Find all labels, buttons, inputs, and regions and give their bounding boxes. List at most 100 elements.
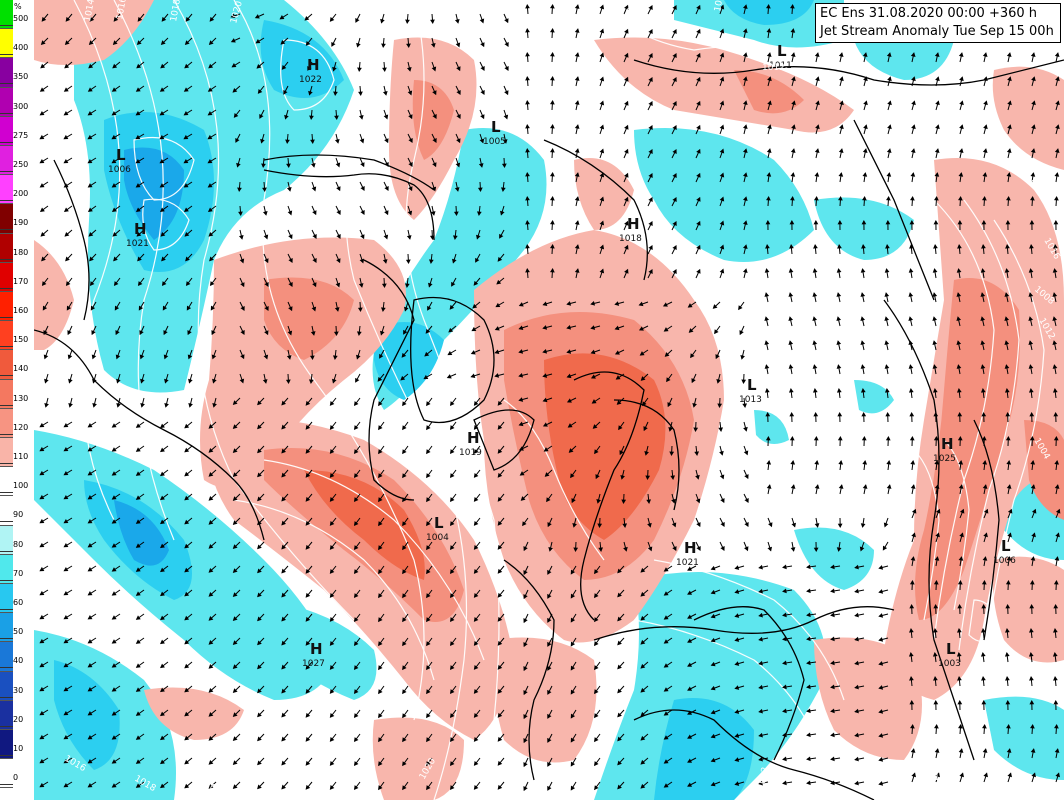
wind-arrow-head bbox=[570, 473, 575, 479]
pressure-centers: H1022L1005L1006H1021L1011H1018L1013H1019… bbox=[108, 42, 1016, 669]
high-pressure-label: H bbox=[684, 539, 697, 557]
wind-arrow-head bbox=[671, 522, 677, 528]
wind-arrow-head bbox=[307, 65, 312, 71]
wind-arrow-head bbox=[230, 13, 236, 19]
wind-arrow-head bbox=[548, 546, 553, 552]
wind-arrow-head bbox=[663, 567, 669, 572]
wind-arrow-head bbox=[860, 316, 866, 321]
legend-swatch bbox=[0, 450, 13, 464]
anomaly-area bbox=[915, 278, 1020, 620]
wind-arrow-head bbox=[353, 401, 359, 407]
wind-arrow-head bbox=[640, 783, 646, 789]
wind-arrow-head bbox=[135, 591, 141, 596]
wind-arrow-head bbox=[570, 785, 576, 791]
wind-arrow-head bbox=[594, 761, 599, 767]
wind-arrow-head bbox=[39, 518, 45, 524]
legend-entry: 275 bbox=[0, 128, 34, 143]
wind-arrow-head bbox=[837, 411, 843, 417]
wind-arrow-head bbox=[624, 172, 629, 178]
wind-arrow-head bbox=[910, 172, 916, 177]
wind-arrow-head bbox=[908, 268, 914, 273]
anomaly-area bbox=[204, 417, 514, 740]
wind-arrow-head bbox=[983, 76, 988, 82]
wind-arrow-head bbox=[281, 520, 287, 526]
wind-arrow-head bbox=[815, 100, 820, 106]
wind-arrow-head bbox=[305, 616, 311, 622]
wind-arrow-head bbox=[138, 305, 144, 311]
pressure-value: 1021 bbox=[676, 558, 699, 568]
wind-arrow-head bbox=[550, 123, 555, 129]
wind-arrow-head bbox=[1029, 435, 1035, 441]
wind-vector-arrows bbox=[39, 3, 1061, 792]
wind-arrow-head bbox=[426, 545, 431, 551]
wind-arrow-head bbox=[547, 785, 552, 791]
wind-arrow-head bbox=[431, 66, 437, 72]
wind-arrow-head bbox=[232, 640, 238, 645]
wind-arrow-head bbox=[116, 402, 121, 408]
wind-arrow-head bbox=[281, 64, 287, 70]
legend-entry: 120 bbox=[0, 420, 34, 435]
wind-arrow-head bbox=[574, 220, 580, 225]
wind-arrow-head bbox=[909, 676, 914, 681]
wind-arrow-head bbox=[838, 460, 844, 465]
wind-arrow-head bbox=[497, 736, 503, 742]
wind-arrow-head bbox=[311, 306, 317, 312]
wind-arrow-head bbox=[854, 612, 859, 618]
wind-arrow-head bbox=[111, 519, 117, 524]
wind-arrow-head bbox=[830, 756, 835, 762]
wind-arrow-head bbox=[764, 388, 770, 393]
wind-arrow-head bbox=[570, 761, 576, 767]
wind-arrow-head bbox=[429, 235, 435, 241]
wind-arrow-head bbox=[806, 588, 811, 594]
wind-arrow-head bbox=[738, 305, 743, 311]
wind-arrow-head bbox=[1007, 124, 1012, 130]
wind-arrow-head bbox=[594, 689, 599, 695]
wind-arrow-head bbox=[932, 364, 938, 369]
wind-arrow-head bbox=[183, 87, 189, 92]
wind-arrow-head bbox=[696, 100, 701, 106]
wind-arrow-head bbox=[449, 401, 455, 407]
wind-arrow-head bbox=[240, 354, 245, 360]
wind-arrow-head bbox=[68, 402, 73, 408]
wind-arrow-head bbox=[525, 147, 530, 153]
wind-arrow-head bbox=[836, 268, 842, 273]
wind-arrow-head bbox=[257, 616, 262, 622]
wind-arrow-head bbox=[382, 67, 387, 73]
wind-arrow-head bbox=[662, 302, 668, 307]
wind-arrow-head bbox=[1005, 603, 1011, 609]
wind-arrow-head bbox=[982, 148, 988, 153]
wind-arrow-head bbox=[159, 134, 165, 140]
wind-arrow-head bbox=[766, 195, 771, 201]
wind-arrow-head bbox=[1030, 484, 1036, 489]
wind-arrow-head bbox=[878, 757, 884, 762]
wind-arrow-head bbox=[353, 713, 359, 719]
wind-arrow-head bbox=[933, 435, 939, 441]
wind-arrow-head bbox=[696, 220, 701, 226]
isobar-line bbox=[280, 39, 335, 111]
wind-arrow-head bbox=[758, 636, 763, 642]
wind-arrow-head bbox=[1052, 652, 1058, 657]
wind-arrow-head bbox=[542, 301, 548, 307]
wind-arrow-head bbox=[384, 162, 389, 167]
wind-arrow-head bbox=[63, 590, 69, 596]
wind-arrow-head bbox=[336, 210, 341, 215]
wind-arrow-head bbox=[672, 125, 677, 130]
wind-arrow-head bbox=[767, 124, 772, 130]
wind-arrow-head bbox=[1004, 316, 1010, 321]
wind-arrow-head bbox=[719, 148, 725, 154]
wind-arrow-head bbox=[91, 330, 96, 336]
wind-arrow-head bbox=[714, 329, 719, 335]
wind-arrow-head bbox=[451, 281, 456, 287]
wind-arrow-head bbox=[449, 737, 455, 743]
wind-arrow-head bbox=[718, 427, 724, 432]
wind-arrow-head bbox=[982, 195, 987, 201]
wind-arrow-head bbox=[766, 460, 772, 465]
wind-arrow-head bbox=[622, 523, 628, 528]
wind-arrow-head bbox=[378, 761, 383, 767]
wind-arrow-head bbox=[806, 612, 811, 618]
legend-value: 20 bbox=[13, 714, 24, 724]
wind-arrow-head bbox=[185, 16, 191, 22]
wind-arrow-head bbox=[63, 710, 69, 716]
wind-arrow-head bbox=[838, 148, 844, 153]
wind-arrow-head bbox=[473, 737, 479, 742]
